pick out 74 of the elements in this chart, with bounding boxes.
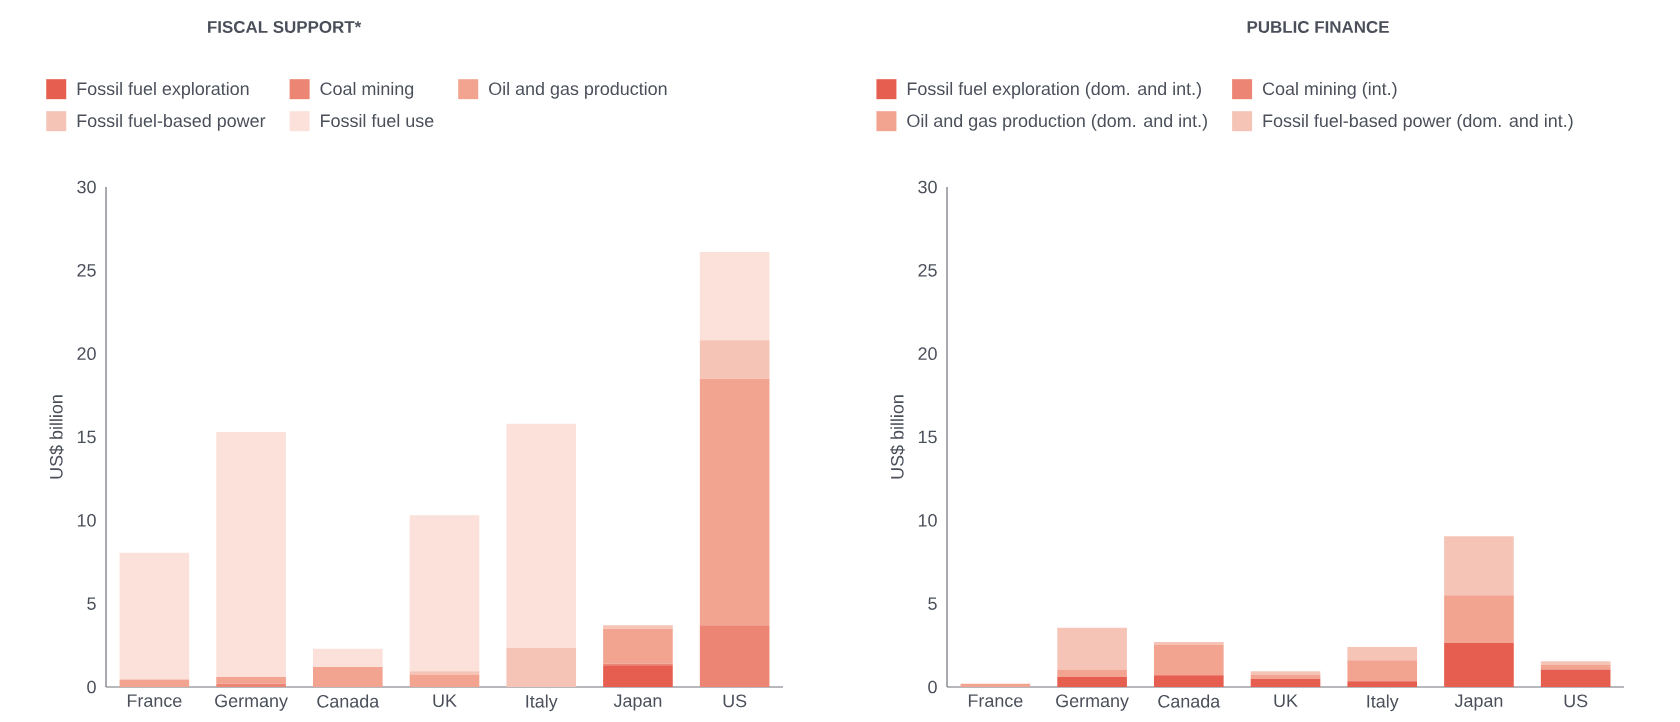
bar xyxy=(312,666,383,687)
chart-title: FISCAL SUPPORT* xyxy=(208,20,362,33)
x-tick-label: France xyxy=(127,694,182,708)
x-tick-label: US xyxy=(723,694,747,708)
y-tick-label: 20 xyxy=(77,347,96,360)
legend-label: Coal mining xyxy=(320,81,414,99)
x-tick-label: Canada xyxy=(1158,694,1221,708)
legend-label: Oil and gas production xyxy=(489,81,667,99)
bar xyxy=(603,628,673,664)
bar xyxy=(1057,627,1127,670)
bar xyxy=(1153,675,1224,687)
bar xyxy=(699,251,770,341)
y-tick-label: 15 xyxy=(77,430,96,444)
x-tick-label: Italy xyxy=(1367,694,1399,712)
y-tick-label: 25 xyxy=(918,263,937,277)
bar xyxy=(119,679,190,687)
y-tick-label: 0 xyxy=(87,680,96,694)
bar xyxy=(119,552,190,680)
y-tick-label: 25 xyxy=(77,263,96,277)
legend-label: Fossil fuel-based power xyxy=(77,113,266,131)
bar xyxy=(1540,664,1611,670)
bar xyxy=(1057,669,1127,677)
bar xyxy=(1444,595,1514,643)
x-tick-label: Japan xyxy=(613,694,662,711)
bar xyxy=(216,676,286,684)
legend-label: Coal mining (int.) xyxy=(1263,81,1397,99)
bar xyxy=(409,674,480,687)
legend-label: Oil and gas production (dom. and int.) xyxy=(907,113,1207,131)
bar xyxy=(699,378,770,626)
bar xyxy=(1347,646,1418,661)
x-tick-label: Germany xyxy=(215,694,288,711)
bar xyxy=(1444,642,1514,687)
bar xyxy=(1540,669,1611,687)
bar xyxy=(1250,674,1321,679)
x-tick-label: Italy xyxy=(526,694,558,712)
bar xyxy=(216,431,286,677)
x-tick-label: UK xyxy=(1274,694,1298,708)
y-tick-label: 30 xyxy=(77,180,96,194)
x-tick-label: US xyxy=(1564,694,1588,708)
bar xyxy=(1250,678,1321,687)
bar xyxy=(603,665,673,687)
bar xyxy=(312,648,383,667)
legend-label: Fossil fuel exploration (dom. and int.) xyxy=(907,81,1201,99)
bar xyxy=(1347,681,1418,687)
bar xyxy=(1347,660,1418,682)
x-tick-label: France xyxy=(968,694,1023,708)
legend-label: Fossil fuel exploration xyxy=(77,81,249,99)
y-tick-label: 20 xyxy=(918,347,937,360)
y-tick-label: 30 xyxy=(918,180,937,194)
bar xyxy=(506,647,577,687)
bar xyxy=(603,625,673,629)
bar xyxy=(1057,676,1127,687)
legend-label: Fossil fuel-based power (dom. and int.) xyxy=(1263,113,1573,131)
y-tick-label: 0 xyxy=(928,680,937,694)
x-tick-label: Germany xyxy=(1056,694,1129,711)
y-tick-label: 5 xyxy=(928,597,937,610)
x-tick-label: Canada xyxy=(317,694,380,708)
legend-label: Fossil fuel use xyxy=(321,113,434,128)
bar xyxy=(699,340,770,379)
y-tick-label: 5 xyxy=(87,597,96,610)
chart-title: PUBLIC FINANCE xyxy=(1247,20,1389,33)
y-tick-label: 10 xyxy=(77,513,96,527)
bar xyxy=(699,625,770,687)
y-axis-title: US$ billion xyxy=(49,395,64,479)
bar xyxy=(409,515,480,672)
bar xyxy=(216,683,286,687)
y-axis-title: US$ billion xyxy=(890,395,905,479)
y-tick-label: 10 xyxy=(918,513,937,527)
x-tick-label: UK xyxy=(433,694,457,708)
x-tick-label: Japan xyxy=(1454,694,1503,711)
bar xyxy=(1444,536,1514,596)
bar xyxy=(1153,644,1224,676)
y-tick-label: 15 xyxy=(918,430,937,444)
bar xyxy=(506,423,577,648)
